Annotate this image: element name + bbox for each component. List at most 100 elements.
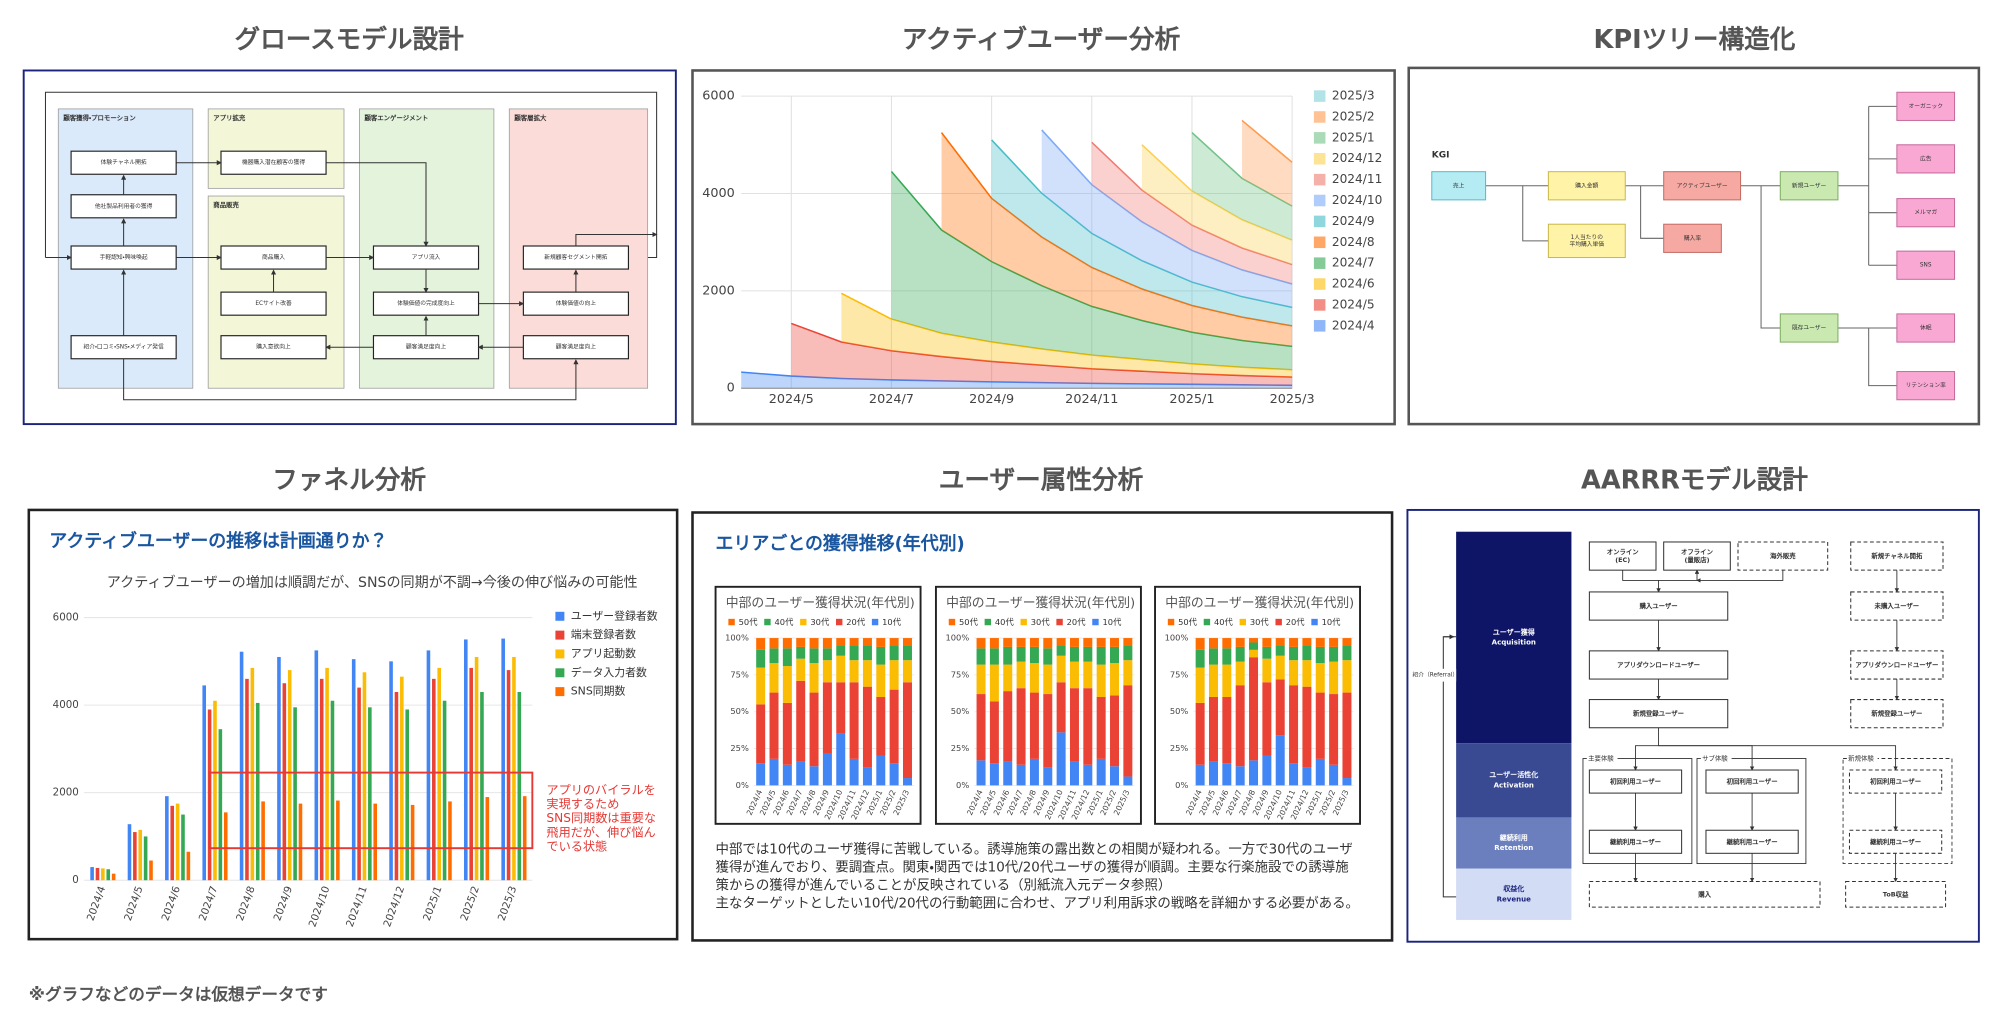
area-line: [1041, 129, 1293, 285]
bar-segment: [1195, 667, 1205, 703]
y-tick-label: 50%: [951, 706, 970, 716]
node-label: 購入意欲向上: [256, 343, 291, 351]
label-bg: [1410, 668, 1457, 682]
bar-segment: [1342, 778, 1352, 786]
bar-segment: [1342, 645, 1352, 661]
bar-segment: [796, 680, 806, 762]
node-label: 機器購入潜在顧客の獲得: [242, 158, 305, 166]
bar: [442, 700, 447, 881]
node-label: 1人当たりの: [1571, 233, 1604, 241]
bar-segment: [989, 763, 999, 786]
flow-node: [1588, 699, 1729, 729]
flow-node: [1850, 699, 1944, 729]
bar-segment: [1056, 645, 1066, 656]
y-tick-label: 0%: [736, 780, 749, 790]
bar-segment: [809, 692, 819, 767]
legend-label: 10代: [1102, 617, 1122, 627]
flow-node: [1663, 541, 1731, 571]
bar-segment: [1262, 755, 1272, 786]
bar-segment: [1083, 646, 1093, 662]
bar-segment: [769, 663, 779, 693]
bar: [357, 687, 361, 881]
bar: [512, 656, 516, 881]
bar-segment: [862, 660, 872, 687]
bar-segment: [1289, 638, 1299, 647]
x-tick-label: 2024/7: [869, 392, 914, 407]
x-tick-label: 2025/3: [1270, 392, 1315, 407]
bar: [351, 659, 356, 881]
stage-band: [1456, 531, 1572, 744]
bar-segment: [849, 645, 859, 661]
legend-swatch: [1313, 152, 1326, 165]
bar-segment: [822, 660, 832, 683]
y-tick-label: 2000: [53, 787, 79, 799]
bar-segment: [1342, 638, 1352, 646]
legend-label: 50代: [739, 617, 759, 627]
y-tick-label: 75%: [730, 669, 749, 679]
section-label: 顧客層拡大: [514, 113, 547, 122]
group-label: 主要体験: [1588, 753, 1614, 762]
y-tick-label: 0%: [956, 780, 969, 790]
bar-segment: [876, 646, 886, 665]
bar-segment: [1123, 685, 1133, 777]
bar-segment: [1289, 646, 1299, 661]
kpi-node: [1547, 223, 1626, 259]
bar-segment: [1302, 767, 1312, 786]
bar-segment: [1208, 664, 1218, 697]
bar-segment: [1056, 732, 1066, 786]
area-line: [1091, 141, 1293, 266]
kpi-node: [1896, 144, 1956, 174]
bar-segment: [1096, 638, 1106, 647]
legend-swatch: [1313, 320, 1326, 332]
bar-segment: [1016, 764, 1026, 786]
legend-swatch: [764, 618, 771, 626]
referral-label: 紹介（Referral）: [1413, 671, 1459, 679]
bar-segment: [836, 638, 846, 646]
annotation: アプリのバイラルを: [546, 783, 655, 797]
node-label: 広告: [1920, 154, 1932, 162]
bar: [287, 670, 292, 881]
y-tick-label: 75%: [1170, 669, 1189, 679]
bar-segment: [1208, 638, 1218, 649]
bar: [298, 803, 303, 881]
stage-band: [1456, 817, 1572, 869]
bar-segment: [849, 660, 859, 683]
bar-segment: [1003, 638, 1013, 647]
bar: [362, 672, 367, 881]
bar-segment: [1043, 767, 1053, 786]
bar-segment: [1016, 661, 1026, 689]
bar-segment: [1262, 658, 1272, 683]
y-tick-label: 25%: [1170, 743, 1189, 753]
bar-segment: [1235, 766, 1245, 786]
flow-node: [1845, 880, 1947, 908]
body-text: 策からの獲得が進んでいることが反映されている（別紙流入元データ参照）: [716, 876, 1172, 893]
arrow: [123, 358, 579, 401]
node-label: 購入: [1697, 889, 1711, 898]
stage-sub: Activation: [1494, 780, 1534, 789]
node-label: 新規ユーザー: [1792, 181, 1827, 189]
legend-swatch: [1056, 618, 1063, 626]
bar-segment: [1315, 638, 1325, 647]
bar: [202, 685, 207, 881]
bar: [469, 667, 473, 881]
legend-label: SNS同期数: [571, 685, 626, 698]
area-line: [1241, 119, 1293, 163]
stage-sub: Retention: [1494, 843, 1533, 852]
bar-segment: [756, 638, 766, 650]
node-label: 継続利用ユーザー: [1869, 837, 1921, 846]
legend-swatch: [800, 618, 807, 626]
chart-title: 中部のユーザー獲得状況(年代別): [1165, 595, 1354, 611]
legend-label: 20代: [1067, 617, 1087, 627]
bar-segment: [1222, 697, 1232, 764]
flow-node: [1705, 829, 1799, 854]
kpi-node: [1896, 250, 1956, 280]
panel-title: グロースモデル設計: [235, 24, 465, 55]
bar-segment: [1315, 646, 1325, 664]
bar-segment: [989, 648, 999, 665]
bar-segment: [1069, 688, 1079, 762]
x-tick-label: 2024/11: [1065, 392, 1118, 407]
bar-segment: [889, 645, 899, 661]
chart-title: 中部のユーザー獲得状況(年代別): [946, 595, 1135, 611]
bar: [330, 700, 335, 881]
